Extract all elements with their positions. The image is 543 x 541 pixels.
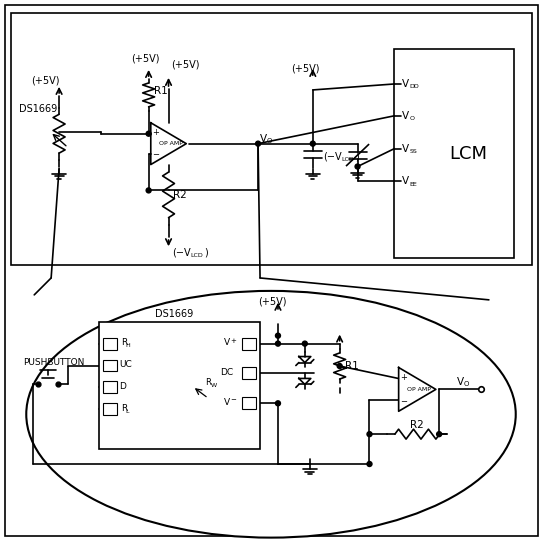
Circle shape [310,141,315,146]
Text: O: O [267,137,273,144]
Circle shape [367,432,372,437]
FancyBboxPatch shape [99,322,260,449]
Text: L: L [126,409,129,414]
Text: R: R [121,338,127,347]
Polygon shape [299,379,311,385]
Text: UC: UC [119,360,131,369]
Text: −: − [230,397,236,404]
FancyBboxPatch shape [11,14,532,265]
Text: (−V: (−V [323,151,342,162]
Text: (+5V): (+5V) [131,53,159,63]
Text: DC: DC [220,368,233,377]
Circle shape [275,333,280,338]
FancyBboxPatch shape [103,381,117,393]
Text: PUSHBUTTON: PUSHBUTTON [23,358,85,367]
Text: DD: DD [409,84,419,89]
Text: V: V [224,338,230,347]
FancyBboxPatch shape [103,403,117,415]
Text: DS1669: DS1669 [20,104,58,114]
Text: (−V: (−V [173,247,191,257]
Circle shape [337,364,342,368]
Text: V: V [402,143,409,154]
Text: V: V [457,378,464,387]
Text: W: W [210,383,217,388]
Text: SS: SS [409,149,417,154]
Text: LCM: LCM [450,144,488,163]
Text: D: D [119,382,125,391]
Text: O: O [464,381,469,387]
Circle shape [275,341,280,346]
Text: ): ) [356,151,359,162]
Text: R: R [205,378,211,387]
Circle shape [275,401,280,406]
Text: OP AMP: OP AMP [407,387,431,392]
Text: +: + [152,128,159,137]
Text: EE: EE [409,182,417,187]
Text: R1: R1 [154,86,167,96]
Text: +: + [230,338,236,344]
Text: V: V [402,111,409,121]
FancyBboxPatch shape [103,338,117,349]
FancyBboxPatch shape [394,49,514,258]
Text: LCD: LCD [191,253,203,258]
Text: (+5V): (+5V) [258,297,287,307]
Text: −: − [400,397,407,406]
Text: (+5V): (+5V) [172,59,200,69]
Text: DS1669: DS1669 [155,309,194,319]
Polygon shape [299,357,311,362]
Circle shape [146,131,151,136]
Text: V: V [224,398,230,407]
Text: R1: R1 [345,361,358,371]
Text: V: V [402,79,409,89]
Text: R2: R2 [411,420,424,430]
Circle shape [256,141,261,146]
Circle shape [355,164,360,169]
FancyBboxPatch shape [242,397,256,410]
Ellipse shape [26,291,516,538]
Text: R: R [121,404,127,413]
Text: OP AMP: OP AMP [159,141,182,146]
Text: (+5V): (+5V) [31,76,60,86]
Text: V: V [402,176,409,187]
Text: ): ) [204,247,208,257]
Circle shape [437,432,441,437]
Text: −: − [152,150,159,160]
Text: V: V [260,134,267,144]
FancyBboxPatch shape [242,367,256,379]
Text: R2: R2 [173,190,186,200]
Text: O: O [409,116,414,121]
Text: +: + [400,373,407,382]
FancyBboxPatch shape [103,360,117,372]
Text: (+5V): (+5V) [291,63,319,73]
Circle shape [302,341,307,346]
FancyBboxPatch shape [242,338,256,349]
Circle shape [146,188,151,193]
Circle shape [367,461,372,466]
Text: H: H [126,343,130,348]
Text: LCD: LCD [342,157,355,162]
FancyBboxPatch shape [5,5,538,536]
